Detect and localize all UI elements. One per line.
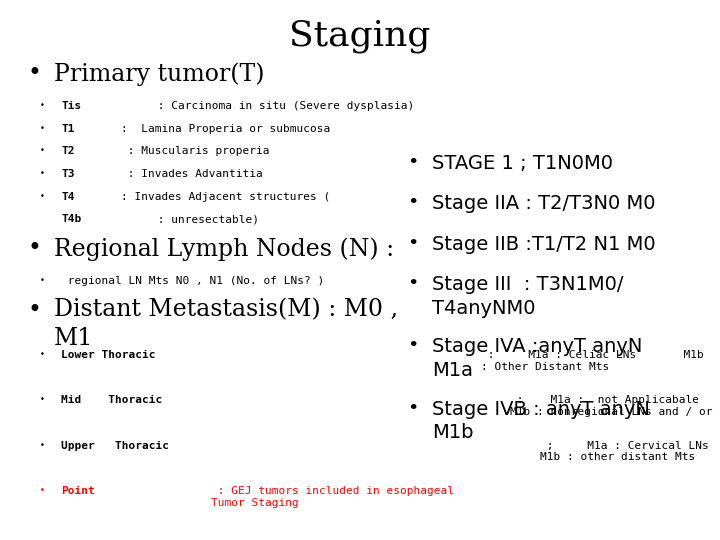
Text: •: • xyxy=(407,400,418,417)
Text: : Invades Adjacent structures (: : Invades Adjacent structures ( xyxy=(121,192,330,202)
Text: :    M1a :  not Applicabale
M1b : nonregional LNs and / or other   distant Mts: : M1a : not Applicabale M1b : nonregiona… xyxy=(510,395,720,417)
Text: T2: T2 xyxy=(61,146,75,157)
Text: : GEJ tumors included in esophageal
Tumor Staging: : GEJ tumors included in esophageal Tumo… xyxy=(211,486,454,508)
Text: •: • xyxy=(407,275,418,293)
Text: Tis: Tis xyxy=(61,101,81,111)
Text: :  Lamina Properia or submucosa: : Lamina Properia or submucosa xyxy=(121,124,330,134)
Text: Mid    Thoracic: Mid Thoracic xyxy=(61,395,163,406)
Text: STAGE 1 ; T1N0M0: STAGE 1 ; T1N0M0 xyxy=(432,154,613,173)
Text: ;     M1a : Cervical LNs
M1b : other distant Mts: ; M1a : Cervical LNs M1b : other distant… xyxy=(541,441,709,462)
Text: Stage IVA :anyT anyN
M1a: Stage IVA :anyT anyN M1a xyxy=(432,338,642,380)
Text: Stage IVB : anyT anyN
M1b: Stage IVB : anyT anyN M1b xyxy=(432,400,650,442)
Text: •: • xyxy=(40,441,45,450)
Text: regional LN Mts N0 , N1 (No. of LNs? ): regional LN Mts N0 , N1 (No. of LNs? ) xyxy=(61,276,325,286)
Text: •: • xyxy=(27,237,41,260)
Text: Regional Lymph Nodes (N) :: Regional Lymph Nodes (N) : xyxy=(54,237,394,261)
Text: Upper   Thoracic: Upper Thoracic xyxy=(61,441,169,451)
Text: : Muscularis properia: : Muscularis properia xyxy=(121,146,269,157)
Text: •: • xyxy=(27,299,41,322)
Text: :     M1a : Celiac LNs       M1b
: Other Distant Mts: : M1a : Celiac LNs M1b : Other Distant M… xyxy=(480,350,703,372)
Text: Distant Metastasis(M) : M0 ,
M1: Distant Metastasis(M) : M0 , M1 xyxy=(54,299,398,350)
Text: Point: Point xyxy=(61,486,95,496)
Text: •: • xyxy=(407,194,418,212)
Text: Lower Thoracic: Lower Thoracic xyxy=(61,350,156,360)
Text: •: • xyxy=(40,395,45,404)
Text: •: • xyxy=(407,338,418,355)
Text: : Carcinoma in situ (Severe dysplasia): : Carcinoma in situ (Severe dysplasia) xyxy=(151,101,414,111)
Text: •: • xyxy=(40,486,45,495)
Text: •: • xyxy=(40,101,45,110)
Text: Staging: Staging xyxy=(289,19,431,53)
Text: Primary tumor(T): Primary tumor(T) xyxy=(54,62,264,86)
Text: •: • xyxy=(40,169,45,178)
Text: •: • xyxy=(27,62,41,85)
Text: Stage III  : T3N1M0/
T4anyNM0: Stage III : T3N1M0/ T4anyNM0 xyxy=(432,275,624,318)
Text: : Invades Advantitia: : Invades Advantitia xyxy=(121,169,263,179)
Text: •: • xyxy=(407,235,418,253)
Text: Stage IIA : T2/T3N0 M0: Stage IIA : T2/T3N0 M0 xyxy=(432,194,655,213)
Text: •: • xyxy=(40,192,45,201)
Text: Stage IIB :T1/T2 N1 M0: Stage IIB :T1/T2 N1 M0 xyxy=(432,235,656,254)
Text: •: • xyxy=(40,350,45,359)
Text: •: • xyxy=(407,154,418,172)
Text: T1: T1 xyxy=(61,124,75,134)
Text: : unresectable): : unresectable) xyxy=(151,214,259,225)
Text: T4: T4 xyxy=(61,192,75,202)
Text: T3: T3 xyxy=(61,169,75,179)
Text: •: • xyxy=(40,276,45,285)
Text: •: • xyxy=(40,146,45,156)
Text: T4b: T4b xyxy=(61,214,81,225)
Text: •: • xyxy=(40,124,45,133)
